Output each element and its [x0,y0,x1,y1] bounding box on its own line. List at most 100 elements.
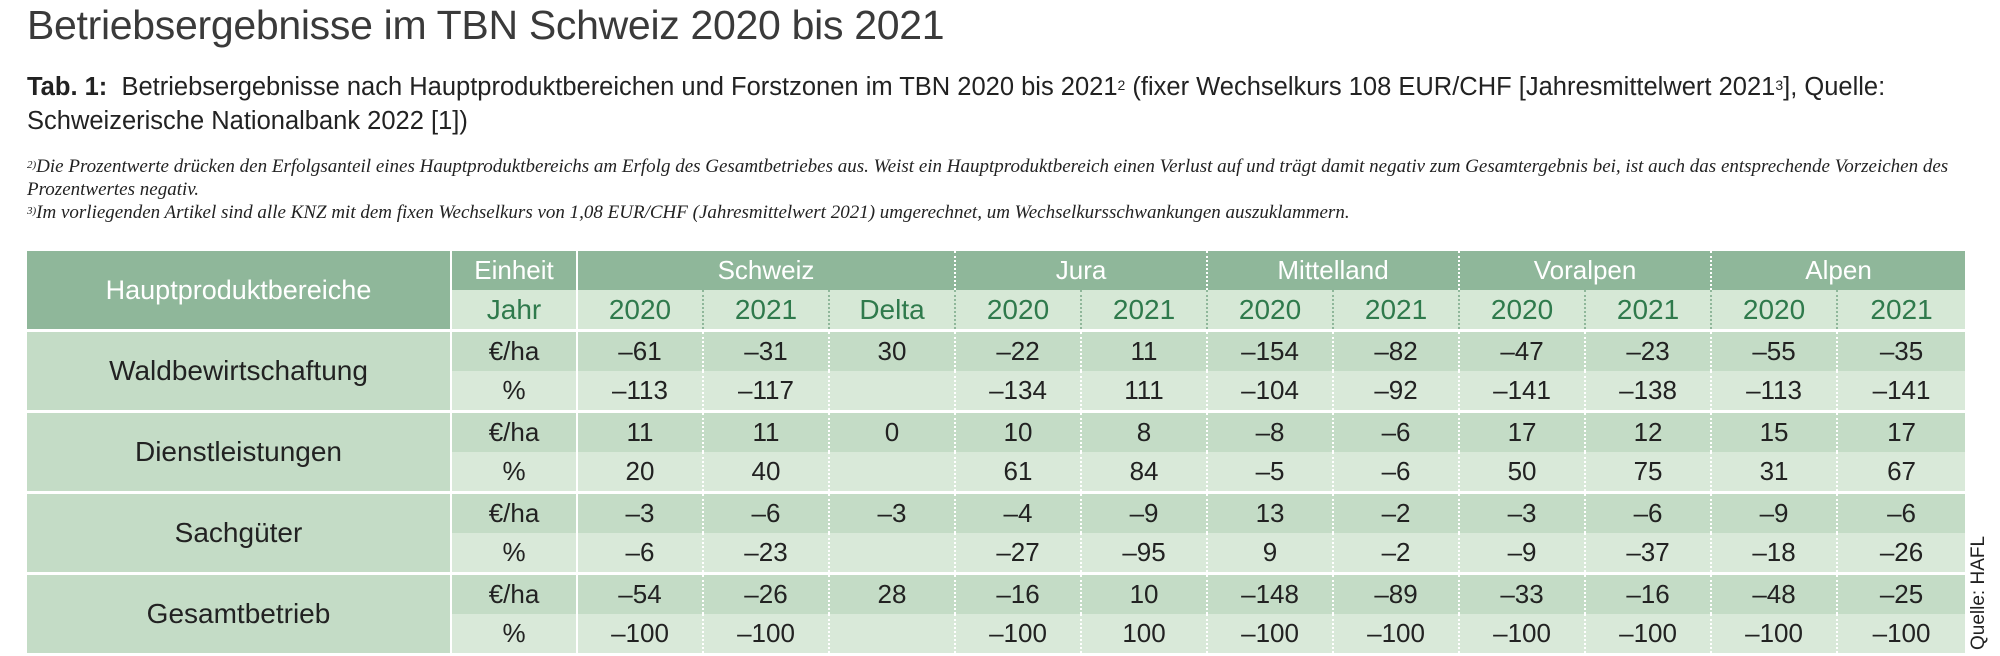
value-cell: –100 [1836,614,1966,656]
value-cell: –35 [1836,330,1966,371]
value-cell: 11 [576,411,703,452]
header-year: 2021 [1080,290,1208,332]
header-year: 2021 [702,290,829,332]
value-cell: –134 [954,371,1082,413]
value-cell: –6 [1584,492,1712,533]
unit-cell: €/ha [450,492,577,533]
value-cell [827,371,956,413]
value-cell: 10 [954,411,1082,452]
value-cell: –95 [1080,533,1208,575]
caption-sup-a: 2 [1117,77,1126,93]
table-row: % 20 40 61 84 –5 –6 50 75 31 67 [27,452,1966,494]
value-cell: –113 [576,371,703,413]
value-cell [827,452,956,494]
value-cell: –55 [1710,330,1838,371]
value-cell: –6 [1836,492,1966,533]
value-cell: 13 [1206,492,1334,533]
row-label-waldbewirtschaftung: Waldbewirtschaftung [27,330,451,413]
unit-cell: €/ha [450,411,577,452]
footnote-3: 3)Im vorliegenden Artikel sind alle KNZ … [27,201,1977,224]
value-cell: –2 [1332,492,1460,533]
value-cell: –8 [1206,411,1334,452]
results-table: Hauptproduktbereiche Einheit Schweiz Jur… [27,251,1966,656]
value-cell: –6 [576,533,703,575]
value-cell: –138 [1584,371,1712,413]
footnote-2: 2)Die Prozentwerte drücken den Erfolgsan… [27,155,1977,201]
value-cell: –22 [954,330,1082,371]
value-cell: 17 [1458,411,1586,452]
header-year: 2020 [576,290,703,332]
value-cell: 0 [827,411,956,452]
header-group-alpen: Alpen [1710,251,1966,290]
value-cell: –117 [702,371,829,413]
unit-cell: % [450,614,577,656]
page-title: Betriebsergebnisse im TBN Schweiz 2020 b… [27,2,945,48]
value-cell: –16 [1584,573,1712,614]
header-year: 2020 [1206,290,1334,332]
value-cell [827,614,956,656]
table-row: Dienstleistungen €/ha 11 11 0 10 8 –8 –6… [27,411,1966,494]
caption-text-b: (fixer Wechselkurs 108 EUR/CHF [Jahresmi… [1125,73,1776,101]
header-row-groups: Hauptproduktbereiche Einheit Schweiz Jur… [27,251,1966,332]
header-group-mittelland: Mittelland [1206,251,1460,290]
table-row: Sachgüter €/ha –3 –6 –3 –4 –9 13 –2 –3 –… [27,492,1966,575]
row-label-gesamtbetrieb: Gesamtbetrieb [27,573,451,656]
header-year: 2021 [1584,290,1712,332]
value-cell: 20 [576,452,703,494]
value-cell: –3 [576,492,703,533]
value-cell: –4 [954,492,1082,533]
value-cell: 28 [827,573,956,614]
value-cell: 10 [1080,573,1208,614]
header-group-voralpen: Voralpen [1458,251,1712,290]
value-cell: –6 [702,492,829,533]
value-cell: –141 [1458,371,1586,413]
table-row: % –6 –23 –27 –95 9 –2 –9 –37 –18 –26 [27,533,1966,575]
value-cell: 15 [1710,411,1838,452]
value-cell: 11 [702,411,829,452]
footnotes: 2)Die Prozentwerte drücken den Erfolgsan… [27,155,1977,224]
value-cell: 8 [1080,411,1208,452]
unit-cell: €/ha [450,573,577,614]
value-cell: –100 [1332,614,1460,656]
caption-text-a: Betriebsergebnisse nach Hauptproduktbere… [121,73,1118,101]
value-cell: –33 [1458,573,1586,614]
value-cell: 31 [1710,452,1838,494]
header-year: 2020 [1458,290,1586,332]
value-cell: –18 [1710,533,1838,575]
value-cell: –3 [1458,492,1586,533]
value-cell: –6 [1332,411,1460,452]
header-year: 2020 [954,290,1082,332]
value-cell: –100 [1710,614,1838,656]
value-cell: –148 [1206,573,1334,614]
value-cell: –23 [1584,330,1712,371]
value-cell: 40 [702,452,829,494]
value-cell: –89 [1332,573,1460,614]
value-cell: 61 [954,452,1082,494]
value-cell: –37 [1584,533,1712,575]
value-cell: –16 [954,573,1082,614]
value-cell: –100 [576,614,703,656]
value-cell: –154 [1206,330,1334,371]
value-cell: –61 [576,330,703,371]
caption-sup-b: 3 [1775,77,1784,93]
value-cell: 9 [1206,533,1334,575]
value-cell: –100 [702,614,829,656]
caption-text-c: ], Quelle: Schweizerische Nationalbank 2… [27,73,1886,135]
header-delta: Delta [827,290,956,332]
value-cell: –3 [827,492,956,533]
value-cell: 12 [1584,411,1712,452]
value-cell: –9 [1080,492,1208,533]
value-cell: –104 [1206,371,1334,413]
value-cell: –31 [702,330,829,371]
row-label-dienstleistungen: Dienstleistungen [27,411,451,494]
value-cell: 75 [1584,452,1712,494]
unit-cell: €/ha [450,330,577,371]
value-cell: –25 [1836,573,1966,614]
value-cell: 67 [1836,452,1966,494]
value-cell: –100 [1458,614,1586,656]
source-credit: Quelle: HAFL [1968,535,1989,650]
value-cell: –48 [1710,573,1838,614]
header-group-schweiz: Schweiz [575,251,956,290]
value-cell: 84 [1080,452,1208,494]
value-cell: 100 [1080,614,1208,656]
